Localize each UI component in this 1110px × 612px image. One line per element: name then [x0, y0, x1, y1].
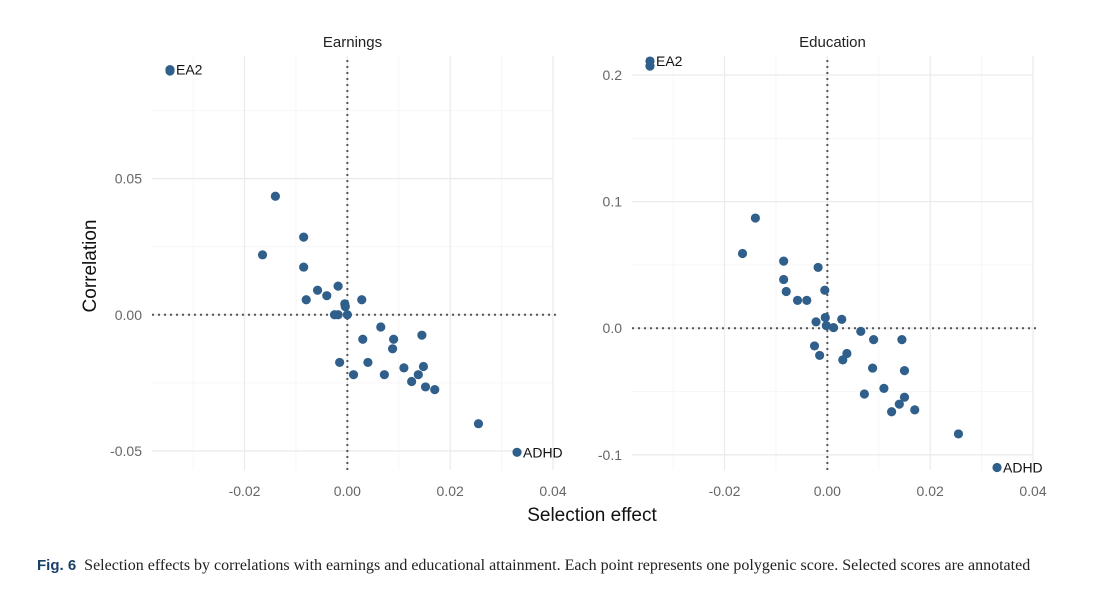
education-y-tick-label: 0.2 [603, 67, 623, 83]
earnings-data-point [379, 370, 389, 380]
figure-caption-text: Selection effects by correlations with e… [84, 557, 1031, 574]
education-data-point [897, 334, 907, 345]
earnings-x-tick-label: -0.02 [229, 483, 261, 499]
panel-earnings: -0.02 0.00 0.02 0.04 -0.05 0.00 0.05 Earnings EA… [110, 34, 567, 499]
education-data-point [910, 405, 920, 415]
earnings-point-label-adhd: ADHD [523, 444, 563, 460]
earnings-data-point [301, 295, 311, 305]
education-data-point [813, 262, 823, 273]
earnings-data-point [420, 382, 431, 392]
education-data-point [820, 285, 830, 295]
education-data-point [781, 286, 791, 297]
earnings-y-tick-label: 0.00 [115, 307, 142, 323]
education-y-tick-label: 0.1 [603, 194, 623, 210]
education-data-point [792, 295, 803, 305]
earnings-data-point [312, 285, 323, 295]
earnings-point-label-ea2: EA2 [176, 62, 203, 78]
y-axis-title: Correlation [80, 220, 101, 313]
education-data-point [815, 350, 825, 361]
education-data-point [645, 61, 655, 71]
x-axis-title: Selection effect [527, 505, 657, 526]
earnings-data-point [363, 357, 373, 368]
education-x-tick-label: 0.04 [1019, 483, 1046, 499]
figure-label: Fig. 6 [37, 557, 77, 574]
education-data-point [842, 348, 852, 359]
earnings-data-point [340, 301, 350, 312]
earnings-data-point [335, 357, 345, 368]
education-data-point [899, 366, 910, 376]
earnings-data-point [299, 262, 309, 272]
earnings-data-point [399, 363, 409, 373]
earnings-data-point [473, 419, 484, 429]
education-data-point [820, 312, 830, 323]
earnings-y-tick-label: -0.05 [110, 443, 142, 459]
figure-caption: Fig. 6 Selection effects by correlations … [37, 555, 1092, 577]
education-data-point [879, 383, 889, 393]
education-data-point [828, 322, 839, 333]
education-data-point [953, 429, 964, 439]
education-data-point [856, 326, 866, 336]
earnings-facet-title: Earnings [323, 34, 382, 51]
earnings-data-point [257, 250, 268, 260]
education-data-point [811, 317, 821, 327]
education-data-point [859, 389, 869, 399]
education-x-tick-label: -0.02 [709, 483, 741, 499]
earnings-data-point [270, 191, 280, 201]
education-x-tick-label: 0.00 [814, 483, 841, 499]
education-data-point [899, 392, 910, 402]
earnings-data-point [357, 295, 367, 305]
education-y-tick-label: -0.1 [598, 447, 622, 463]
education-facet-title: Education [799, 34, 866, 51]
education-data-point [779, 274, 789, 285]
earnings-data-point [512, 447, 522, 457]
education-point-label-adhd: ADHD [1003, 459, 1043, 475]
figure: -0.02 0.00 0.02 0.04 -0.05 0.00 0.05 Earnings EA… [80, 34, 1047, 526]
education-data-point [992, 462, 1002, 473]
earnings-data-point [299, 232, 309, 242]
earnings-data-point [333, 310, 343, 320]
earnings-data-point [376, 322, 386, 332]
earnings-data-point [342, 310, 352, 320]
earnings-data-point [407, 376, 417, 387]
earnings-data-point [165, 66, 175, 76]
education-y-tick-label: 0.0 [603, 320, 623, 336]
earnings-data-point [417, 330, 427, 340]
earnings-x-tick-label: 0.04 [539, 483, 566, 499]
education-data-point [737, 248, 748, 259]
earnings-data-point [322, 291, 332, 301]
earnings-y-tick-label: 0.05 [115, 171, 142, 187]
education-data-point [779, 256, 789, 266]
earnings-x-tick-label: 0.00 [334, 483, 361, 499]
education-data-point [809, 341, 820, 351]
earnings-data-point [389, 334, 399, 344]
earnings-data-point [358, 334, 368, 344]
education-data-point [750, 213, 760, 223]
education-data-point [887, 407, 897, 417]
education-data-point [802, 295, 812, 305]
education-data-point [869, 334, 879, 345]
education-data-point [821, 321, 831, 331]
education-data-point [837, 314, 847, 324]
education-data-point [894, 399, 904, 409]
education-data-point [868, 363, 878, 373]
earnings-data-point [348, 370, 359, 380]
earnings-data-point [413, 370, 423, 380]
earnings-data-point [418, 361, 429, 372]
panel-education: -0.02 0.00 0.02 0.04 -0.1 0.0 0.1 0.2 Education E… [598, 34, 1047, 499]
earnings-data-point [388, 344, 398, 354]
education-x-tick-label: 0.02 [917, 483, 944, 499]
earnings-data-point [333, 281, 343, 291]
earnings-data-point [430, 385, 440, 395]
earnings-x-tick-label: 0.02 [437, 483, 464, 499]
education-point-label-ea2: EA2 [656, 53, 683, 69]
